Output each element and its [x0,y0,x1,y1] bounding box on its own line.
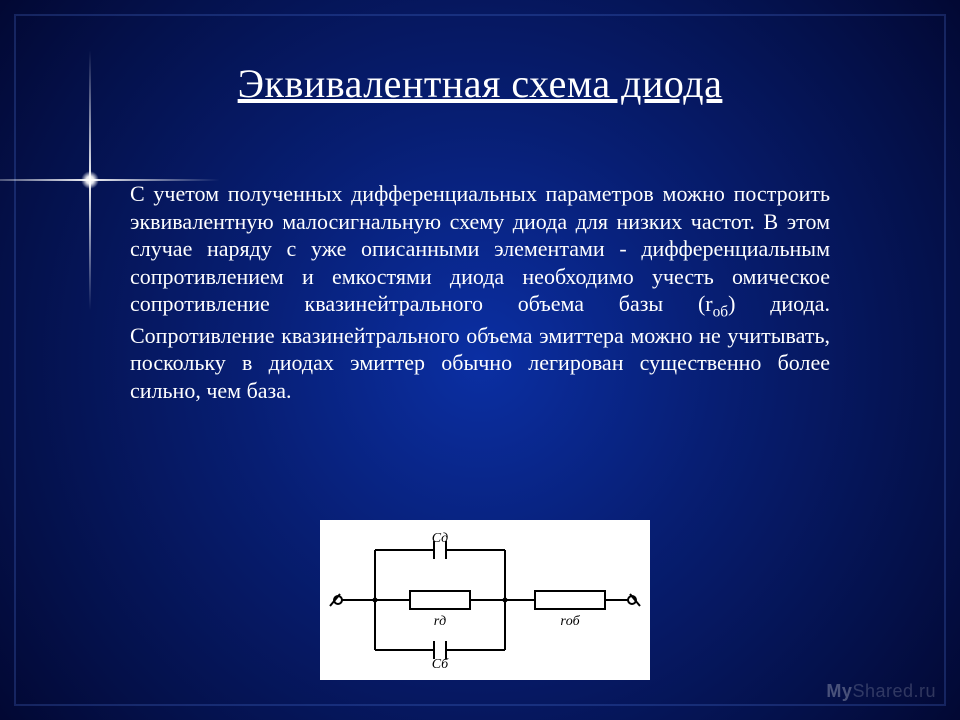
watermark-suffix: Shared.ru [852,681,936,701]
circuit-diagram: Cд Cб rд rоб [320,520,650,680]
svg-text:rд: rд [434,614,447,629]
slide-body-text: С учетом полученных дифференциальных пар… [130,180,830,404]
slide-title: Эквивалентная схема диода [0,60,960,107]
r-subscript: об [713,303,729,320]
paragraph-pre: С учетом полученных дифференциальных пар… [130,181,830,316]
slide: Эквивалентная схема диода С учетом получ… [0,0,960,720]
r-symbol: r [705,291,712,316]
watermark-prefix: My [826,681,852,701]
svg-text:rоб: rоб [560,614,580,629]
svg-text:Cд: Cд [432,531,448,546]
watermark: MyShared.ru [826,681,936,702]
svg-text:Cб: Cб [432,657,449,672]
